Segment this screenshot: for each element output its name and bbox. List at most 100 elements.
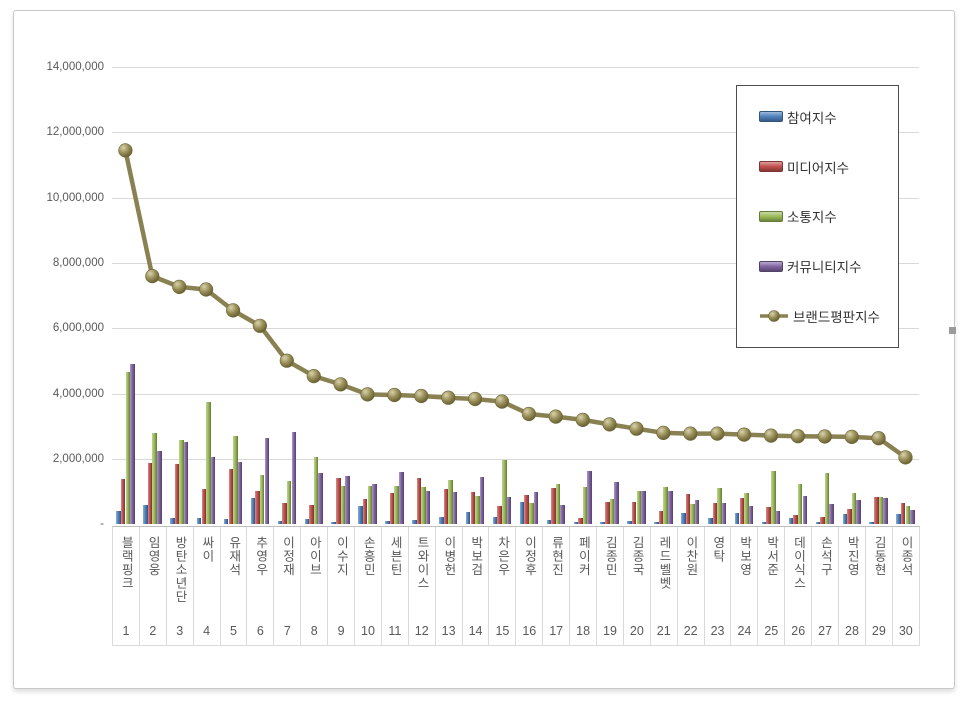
line-marker-icon	[871, 431, 886, 446]
line-marker-icon	[521, 406, 537, 422]
bar-소통지수-7	[286, 480, 292, 525]
category-rank: 16	[522, 624, 537, 638]
bar-참여지수-17	[546, 519, 552, 525]
line-marker-icon	[763, 428, 779, 443]
bar-소통지수-30	[905, 506, 911, 525]
category-name: 이종석	[899, 536, 914, 577]
legend-entry: 소통지수	[759, 206, 898, 226]
category-name: 세븐틴	[388, 536, 403, 577]
bar-참여지수-8	[304, 518, 310, 525]
bar-소통지수-13	[448, 479, 453, 525]
bar-참여지수-13	[439, 517, 444, 525]
category-name: 박진영	[845, 536, 860, 577]
category-rank: 5	[230, 624, 237, 638]
category-rank: 21	[656, 624, 671, 638]
category-name: 영탁	[710, 536, 725, 563]
bar-커뮤니티지수-23	[721, 502, 727, 525]
category-rank: 3	[176, 624, 184, 638]
bar-참여지수-4	[196, 517, 202, 525]
bar-참여지수-26	[788, 518, 794, 525]
bar-참여지수-10	[358, 506, 363, 525]
bar-참여지수-25	[761, 521, 767, 525]
gridline	[112, 67, 919, 69]
category-cell: 추영우 6	[247, 527, 275, 645]
category-rank: 2	[149, 624, 157, 638]
bar-참여지수-7	[277, 520, 283, 525]
bar-미디어지수-25	[766, 507, 771, 525]
bar-소통지수-15	[502, 459, 507, 525]
category-cell: 박진영 28	[839, 527, 866, 645]
bar-소통지수-12	[421, 486, 426, 525]
category-rank: 26	[791, 624, 806, 638]
bar-미디어지수-19	[605, 501, 610, 525]
bar-참여지수-11	[385, 520, 390, 525]
bar-소통지수-11	[394, 485, 399, 525]
bar-커뮤니티지수-2	[157, 451, 162, 525]
category-name: 이찬원	[683, 536, 698, 577]
bar-커뮤니티지수-13	[452, 491, 458, 525]
category-rank: 10	[361, 624, 375, 638]
category-name: 김동현	[872, 536, 887, 577]
category-cell: 차은우 15	[489, 527, 517, 645]
bar-참여지수-22	[681, 513, 686, 525]
bar-소통지수-27	[824, 472, 830, 525]
bar-미디어지수-9	[336, 477, 341, 525]
gridline	[112, 393, 919, 395]
category-name: 차은우	[495, 536, 510, 577]
x-axis-table: 블랙핑크 1 임영웅 2 방탄소년단 3 싸이 4 유재석 5 추영우 6 이정재 7 아이브 8 이수지 9 손흥…	[112, 526, 920, 646]
category-cell: 유재석 5	[221, 527, 248, 645]
line-marker-icon	[656, 425, 671, 441]
category-name: 이수지	[334, 536, 349, 577]
bar-커뮤니티지수-6	[264, 437, 270, 525]
category-rank: 19	[603, 624, 617, 638]
bar-소통지수-25	[771, 470, 776, 525]
line-marker-icon	[575, 412, 590, 428]
bar-참여지수-1	[116, 511, 121, 525]
category-name: 손흥민	[361, 536, 376, 577]
bar-미디어지수-22	[685, 494, 691, 525]
bar-참여지수-12	[412, 519, 417, 525]
legend-label: 브랜드평판지수	[793, 310, 880, 326]
category-rank: 13	[441, 624, 456, 638]
line-marker-icon	[629, 421, 644, 436]
resize-handle-icon[interactable]	[949, 327, 956, 334]
category-cell: 김동현 29	[866, 527, 893, 645]
category-rank: 30	[898, 624, 913, 638]
bar-커뮤니티지수-12	[425, 490, 431, 525]
category-cell: 손석구 27	[812, 527, 840, 645]
bar-미디어지수-21	[658, 511, 664, 525]
category-cell: 이수지 9	[328, 527, 356, 645]
bar-미디어지수-17	[551, 487, 556, 525]
bar-소통지수-9	[340, 485, 346, 525]
category-rank: 29	[871, 624, 886, 638]
category-cell: 영탁 23	[705, 527, 732, 645]
legend-bar-swatch-icon	[759, 260, 783, 272]
bar-커뮤니티지수-14	[479, 477, 485, 525]
bar-참여지수-5	[223, 519, 229, 525]
bar-커뮤니티지수-24	[748, 505, 754, 525]
bar-미디어지수-11	[389, 493, 395, 525]
bar-참여지수-9	[331, 521, 336, 525]
bar-미디어지수-12	[416, 478, 422, 525]
legend-entry: 미디어지수	[759, 157, 898, 177]
bar-미디어지수-5	[228, 468, 234, 525]
bar-커뮤니티지수-5	[237, 462, 243, 525]
bar-커뮤니티지수-3	[183, 442, 189, 525]
bar-커뮤니티지수-29	[883, 497, 888, 525]
category-rank: 14	[468, 624, 483, 638]
category-name: 이병헌	[441, 536, 456, 577]
category-name: 블랙핑크	[119, 536, 134, 590]
bar-커뮤니티지수-26	[802, 496, 808, 525]
category-cell: 이정후 16	[516, 527, 544, 645]
bar-미디어지수-14	[470, 492, 476, 525]
category-name: 박서준	[764, 536, 779, 577]
bar-소통지수-5	[233, 436, 238, 525]
category-cell: 싸이 4	[194, 527, 221, 645]
legend-label: 미디어지수	[787, 160, 850, 176]
bar-소통지수-2	[152, 432, 157, 525]
category-name: 트와이스	[414, 536, 429, 590]
y-axis-tick-label: 14,000,000	[46, 61, 104, 74]
bar-커뮤니티지수-27	[829, 504, 834, 525]
category-name: 류현진	[549, 536, 564, 577]
category-cell: 세븐틴 11	[382, 527, 409, 645]
